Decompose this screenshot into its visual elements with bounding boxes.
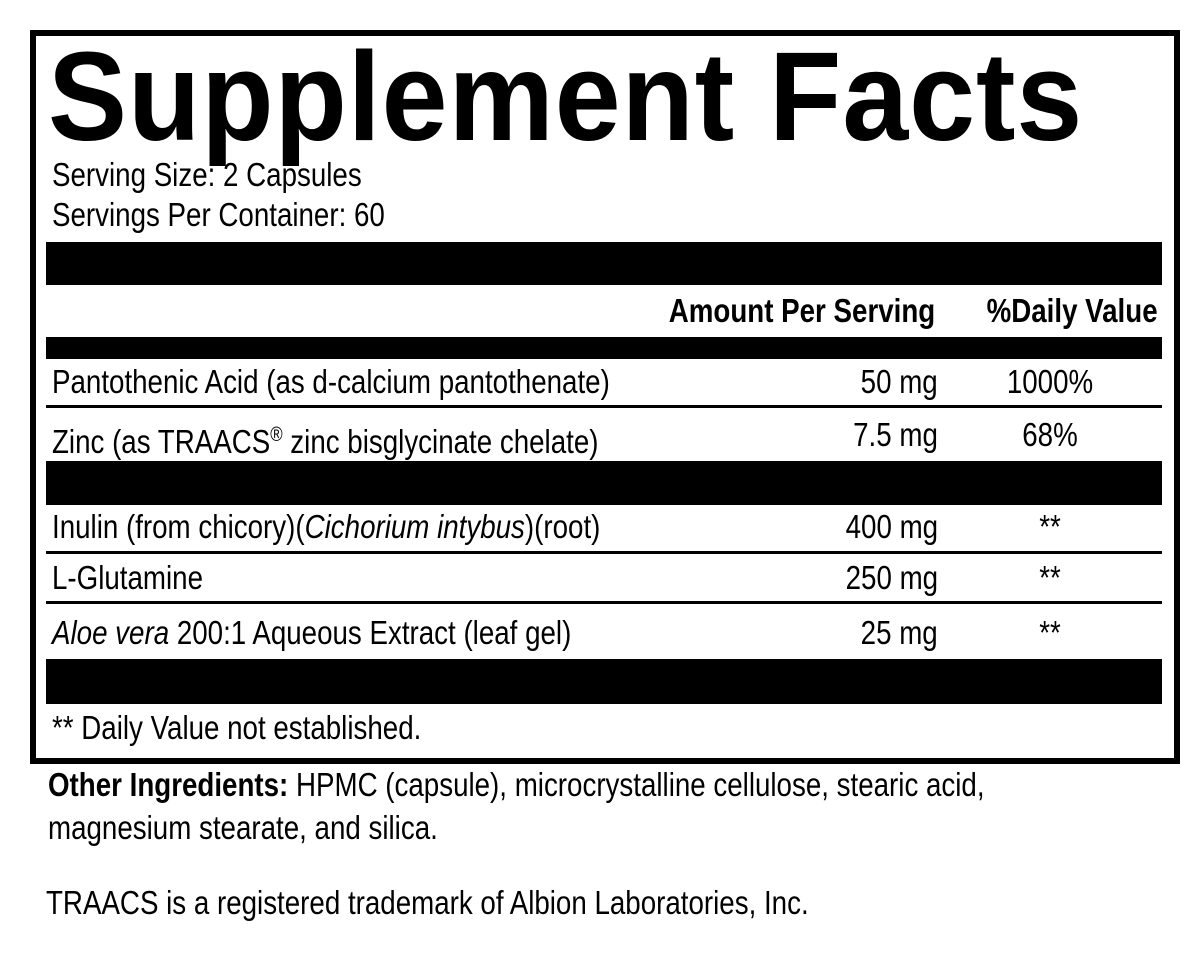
other-ingredients: Other Ingredients: HPMC (capsule), micro… <box>48 766 985 803</box>
nutrient-name: Zinc (as TRAACS® zinc bisglycinate chela… <box>52 423 599 460</box>
nutrient-amount: 50 mg <box>860 363 938 400</box>
divider-bar <box>46 337 1162 359</box>
servings-per-container: Servings Per Container: 60 <box>52 196 385 233</box>
amount-header: Amount Per Serving <box>668 292 935 329</box>
dv-header: %Daily Value <box>986 292 1158 329</box>
serving-size: Serving Size: 2 Capsules <box>52 156 362 193</box>
row-rule <box>46 551 1162 554</box>
ingredient-amount: 25 mg <box>860 614 938 651</box>
row-rule <box>46 601 1162 604</box>
ingredient-name: Aloe vera 200:1 Aqueous Extract (leaf ge… <box>52 614 572 651</box>
nutrient-dv: 68% <box>1022 416 1078 453</box>
trademark-notice: TRAACS is a registered trademark of Albi… <box>46 884 809 921</box>
other-ingredients-line2: magnesium stearate, and silica. <box>48 809 438 846</box>
nutrient-name: Pantothenic Acid (as d-calcium pantothen… <box>52 363 610 400</box>
ingredient-amount: 250 mg <box>845 559 938 596</box>
divider-bar <box>46 461 1162 505</box>
nutrient-dv: 1000% <box>1006 363 1094 400</box>
divider-bar <box>46 659 1162 704</box>
facts-panel-border <box>30 30 1180 764</box>
ingredient-amount: 400 mg <box>845 508 938 545</box>
ingredient-dv: ** <box>1039 508 1061 545</box>
nutrient-amount: 7.5 mg <box>853 416 938 453</box>
ingredient-dv: ** <box>1039 559 1061 596</box>
footnote: ** Daily Value not established. <box>52 709 422 746</box>
row-rule <box>46 405 1162 408</box>
ingredient-dv: ** <box>1039 614 1061 651</box>
divider-bar <box>46 242 1162 285</box>
panel-title: Supplement Facts <box>48 26 1084 167</box>
ingredient-name: L-Glutamine <box>52 559 203 596</box>
registered-mark: ® <box>270 424 283 446</box>
other-ingredients-label: Other Ingredients: <box>48 766 289 803</box>
ingredient-name: Inulin (from chicory)(Cichorium intybus)… <box>52 508 601 545</box>
